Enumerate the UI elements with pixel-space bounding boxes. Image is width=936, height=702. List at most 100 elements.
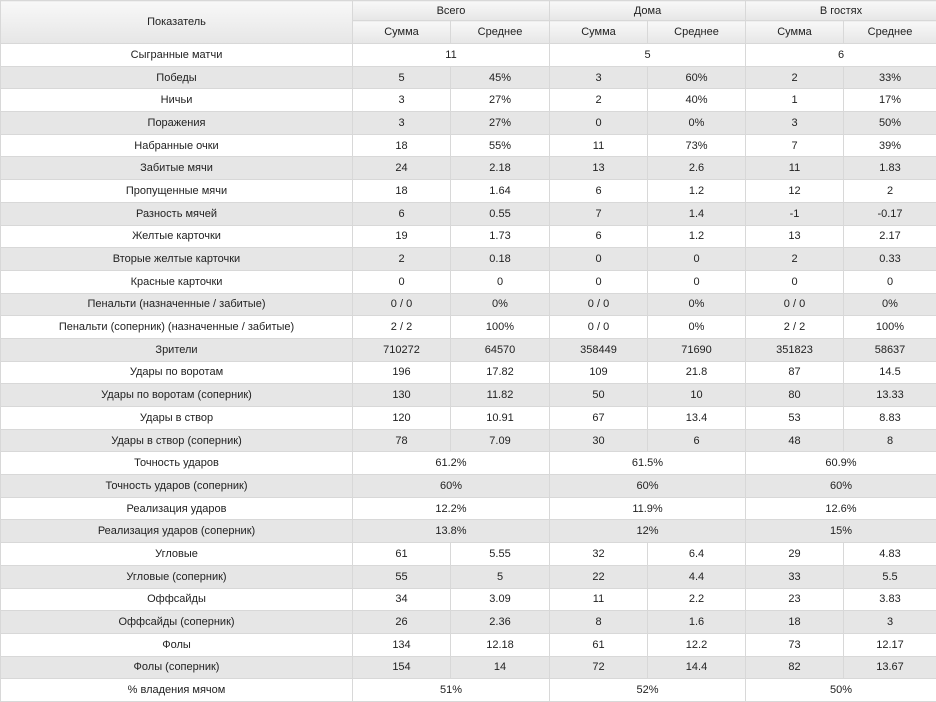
avg-cell: 0% [451,293,550,316]
sum-cell: 3 [353,89,451,112]
sum-cell: 7 [550,202,648,225]
sum-cell: 72 [550,656,648,679]
row-label: Оффсайды [1,588,353,611]
table-row: Пенальти (соперник) (назначенные / забит… [1,316,936,339]
sum-cell: 53 [746,407,844,430]
row-label: Победы [1,66,353,89]
sum-cell: 2 [746,66,844,89]
avg-cell: 5.55 [451,543,550,566]
indicator-header[interactable]: Показатель [1,1,353,44]
avg-cell: 2.6 [648,157,746,180]
sum-header[interactable]: Сумма [353,21,451,44]
sum-cell: 6 [550,180,648,203]
table-row: Точность ударов (соперник)60%60%60% [1,475,936,498]
sum-cell: 0 / 0 [550,316,648,339]
avg-header[interactable]: Среднее [648,21,746,44]
avg-cell: 58637 [844,338,936,361]
avg-cell: 13.4 [648,407,746,430]
sum-cell: 12 [746,180,844,203]
sum-cell: 26 [353,611,451,634]
sum-cell: 24 [353,157,451,180]
avg-cell: 2.2 [648,588,746,611]
avg-header[interactable]: Среднее [844,21,936,44]
sum-cell: 48 [746,429,844,452]
sum-cell: -1 [746,202,844,225]
avg-cell: 0% [844,293,936,316]
avg-cell: 5.5 [844,565,936,588]
sum-header[interactable]: Сумма [746,21,844,44]
sum-cell: 6 [550,225,648,248]
table-header: Показатель Всего Дома В гостях Сумма Сре… [1,1,936,44]
row-label: Пропущенные мячи [1,180,353,203]
avg-cell: 45% [451,66,550,89]
avg-cell: 17% [844,89,936,112]
avg-cell: 8 [844,429,936,452]
sum-cell: 154 [353,656,451,679]
avg-cell: 73% [648,134,746,157]
row-label: Пенальти (соперник) (назначенные / забит… [1,316,353,339]
sum-header[interactable]: Сумма [550,21,648,44]
avg-cell: 6 [648,429,746,452]
avg-cell: 13.33 [844,384,936,407]
sum-cell: 6 [353,202,451,225]
sum-cell: 13 [550,157,648,180]
sum-cell: 73 [746,633,844,656]
avg-cell: 0.18 [451,248,550,271]
avg-cell: 71690 [648,338,746,361]
row-label: Реализация ударов (соперник) [1,520,353,543]
avg-cell: 55% [451,134,550,157]
sum-cell: 2 [353,248,451,271]
avg-cell: 1.64 [451,180,550,203]
avg-cell: 5 [451,565,550,588]
group-header-home[interactable]: Дома [550,1,746,21]
avg-cell: 2.17 [844,225,936,248]
avg-cell: 14.5 [844,361,936,384]
avg-cell: 0.33 [844,248,936,271]
sum-cell: 710272 [353,338,451,361]
sum-cell: 5 [353,66,451,89]
merged-value-cell: 60% [746,475,936,498]
row-label: Удары в створ (соперник) [1,429,353,452]
avg-cell: -0.17 [844,202,936,225]
avg-cell: 17.82 [451,361,550,384]
avg-cell: 39% [844,134,936,157]
merged-value-cell: 13.8% [353,520,550,543]
avg-cell: 12.17 [844,633,936,656]
sum-cell: 11 [746,157,844,180]
merged-value-cell: 11.9% [550,497,746,520]
sum-cell: 11 [550,588,648,611]
avg-cell: 0 [451,270,550,293]
sum-cell: 2 [746,248,844,271]
group-header-away[interactable]: В гостях [746,1,936,21]
avg-cell: 0% [648,316,746,339]
avg-cell: 4.83 [844,543,936,566]
avg-cell: 1.6 [648,611,746,634]
avg-cell: 27% [451,89,550,112]
avg-cell: 60% [648,66,746,89]
sum-cell: 18 [353,134,451,157]
group-header-total[interactable]: Всего [353,1,550,21]
avg-cell: 33% [844,66,936,89]
avg-cell: 64570 [451,338,550,361]
avg-cell: 1.2 [648,225,746,248]
row-label: Набранные очки [1,134,353,157]
merged-value-cell: 50% [746,679,936,702]
row-label: Поражения [1,112,353,135]
avg-cell: 1.4 [648,202,746,225]
sum-cell: 78 [353,429,451,452]
avg-header[interactable]: Среднее [451,21,550,44]
